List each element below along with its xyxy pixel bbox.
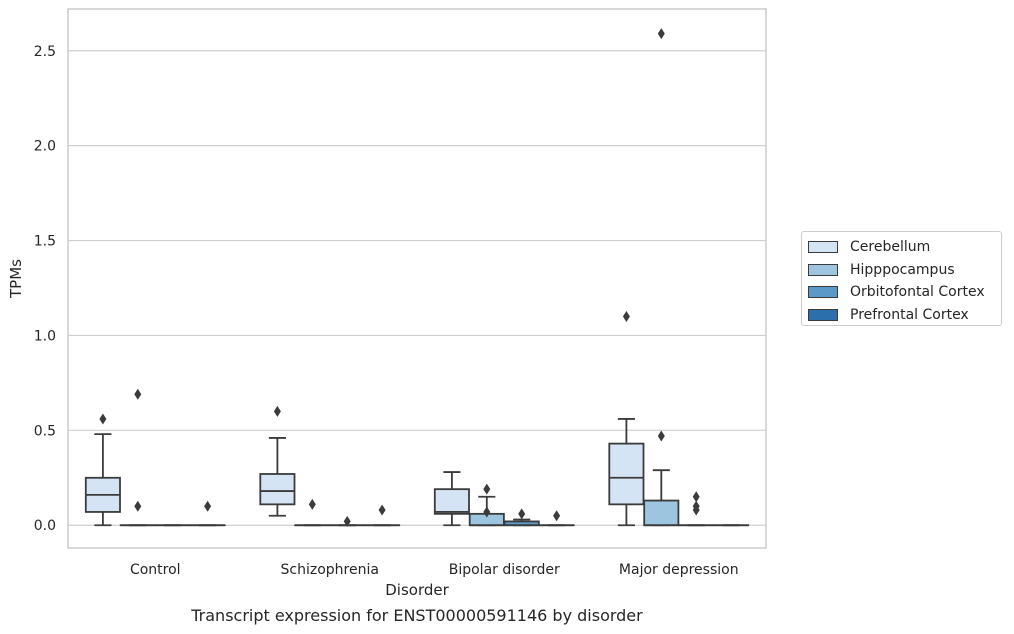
box-cerebellum-0 [84, 413, 121, 527]
box-cerebellum-1 [259, 405, 296, 517]
legend-swatch [808, 286, 838, 299]
box-cerebellum-3 [608, 310, 645, 527]
plot-frame [67, 8, 767, 549]
box-body [643, 499, 680, 527]
legend-label: Prefrontal Cortex [850, 306, 969, 323]
box-prefrontal-cortex-1 [364, 504, 401, 527]
legend-swatch [808, 241, 838, 254]
y-tick-label: 2.0 [34, 139, 56, 155]
legend-item-prefrontal: Prefrontal Cortex [808, 304, 1001, 327]
outlier-point [204, 500, 212, 512]
box-body [259, 473, 296, 506]
box-prefrontal-cortex-2 [538, 510, 575, 527]
outlier-point [483, 483, 491, 495]
outlier-point [273, 405, 281, 417]
outlier-point [483, 506, 491, 518]
x-tick-label: Major depression [619, 562, 739, 578]
x-tick-label: Bipolar disorder [449, 562, 560, 578]
y-tick-label: 1.5 [34, 234, 56, 250]
x-axis-label: Disorder [385, 581, 449, 599]
x-tick-label: Schizophrenia [281, 562, 379, 578]
outlier-point [657, 430, 665, 442]
chart-caption: Transcript expression for ENST0000059114… [191, 606, 643, 625]
legend-label: Orbitofontal Cortex [850, 284, 985, 301]
outlier-point [622, 310, 630, 322]
box-orbitofontal-cortex-2 [503, 508, 540, 527]
outlier-point [99, 413, 107, 425]
box-hipppocampus-0 [119, 388, 156, 527]
legend-item-hippocampus: Hipppocampus [808, 259, 1001, 282]
box-body [433, 488, 470, 515]
y-tick-label: 1.0 [34, 328, 56, 344]
box-cerebellum-2 [433, 471, 470, 527]
outlier-point [343, 515, 351, 527]
outlier-point [692, 500, 700, 512]
box-orbitofontal-cortex-1 [329, 515, 366, 527]
box-prefrontal-cortex-0 [189, 500, 226, 527]
y-axis-label: TPMs [7, 259, 25, 299]
outlier-point [308, 498, 316, 510]
outlier-point [657, 28, 665, 40]
y-tick-label: 2.5 [34, 44, 56, 60]
outlier-point [518, 508, 526, 520]
legend-item-cerebellum: Cerebellum [808, 236, 1001, 259]
x-tick-label: Control [130, 562, 181, 578]
outlier-point [134, 388, 142, 400]
legend-swatch [808, 263, 838, 276]
box-hipppocampus-1 [294, 498, 331, 527]
legend-label: Cerebellum [850, 239, 931, 256]
box-body [608, 442, 645, 506]
legend: Cerebellum Hipppocampus Orbitofontal Cor… [801, 231, 1002, 326]
y-tick-label: 0.5 [34, 423, 56, 439]
box-orbitofontal-cortex-3 [678, 491, 715, 527]
legend-label: Hipppocampus [850, 261, 955, 278]
box-hipppocampus-3 [643, 28, 680, 527]
outlier-point [378, 504, 386, 516]
outlier-point [134, 500, 142, 512]
outlier-point [692, 491, 700, 503]
box-hipppocampus-2 [468, 483, 505, 527]
outlier-point [553, 510, 561, 522]
y-tick-label: 0.0 [34, 518, 56, 534]
legend-swatch [808, 308, 838, 321]
legend-item-orbitofrontal: Orbitofontal Cortex [808, 281, 1001, 304]
